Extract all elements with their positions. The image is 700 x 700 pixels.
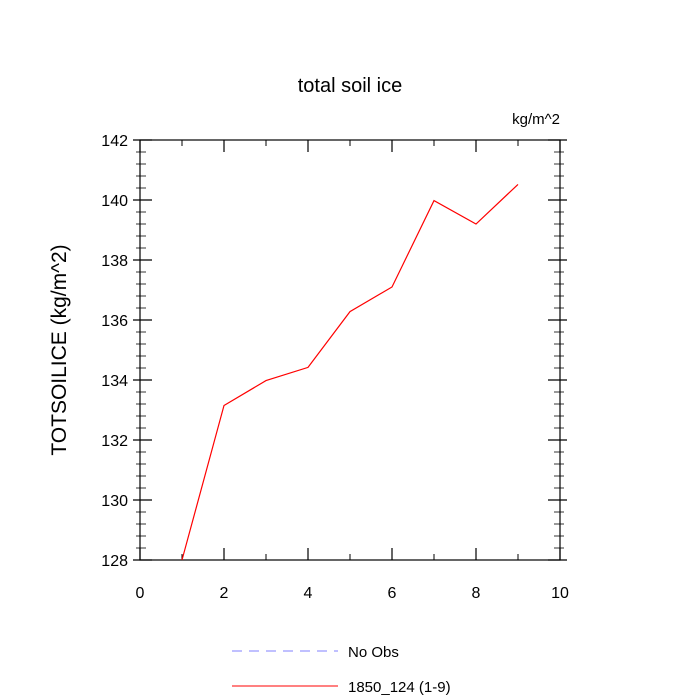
y-tick-label: 142 xyxy=(101,133,128,150)
y-tick-label: 128 xyxy=(101,553,128,570)
series-line xyxy=(181,183,519,561)
y-tick-label: 136 xyxy=(101,313,128,330)
plot-frame xyxy=(139,139,561,561)
legend-label: 1850_124 (1-9) xyxy=(348,679,451,696)
x-axis-ticks: 0 2 4 6 8 10 xyxy=(136,140,569,602)
x-tick-label: 6 xyxy=(388,585,397,602)
x-tick-label: 8 xyxy=(472,585,481,602)
units-label: kg/m^2 xyxy=(512,111,560,128)
chart-title: total soil ice xyxy=(298,75,403,97)
x-tick-label: 2 xyxy=(220,585,229,602)
y-axis-label: TOTSOILICE (kg/m^2) xyxy=(48,244,71,455)
y-tick-label: 130 xyxy=(101,493,128,510)
y-tick-label: 134 xyxy=(101,373,128,390)
x-tick-label: 10 xyxy=(551,585,569,602)
y-axis-ticks: 128 130 132 134 136 138 140 142 xyxy=(101,133,567,570)
y-tick-label: 132 xyxy=(101,433,128,450)
legend: No Obs 1850_124 (1-9) xyxy=(232,644,451,696)
legend-label: No Obs xyxy=(348,644,399,661)
x-tick-label: 4 xyxy=(304,585,313,602)
y-tick-label: 140 xyxy=(101,193,128,210)
series-layer xyxy=(181,183,519,561)
x-tick-label: 0 xyxy=(136,585,145,602)
y-tick-label: 138 xyxy=(101,253,128,270)
